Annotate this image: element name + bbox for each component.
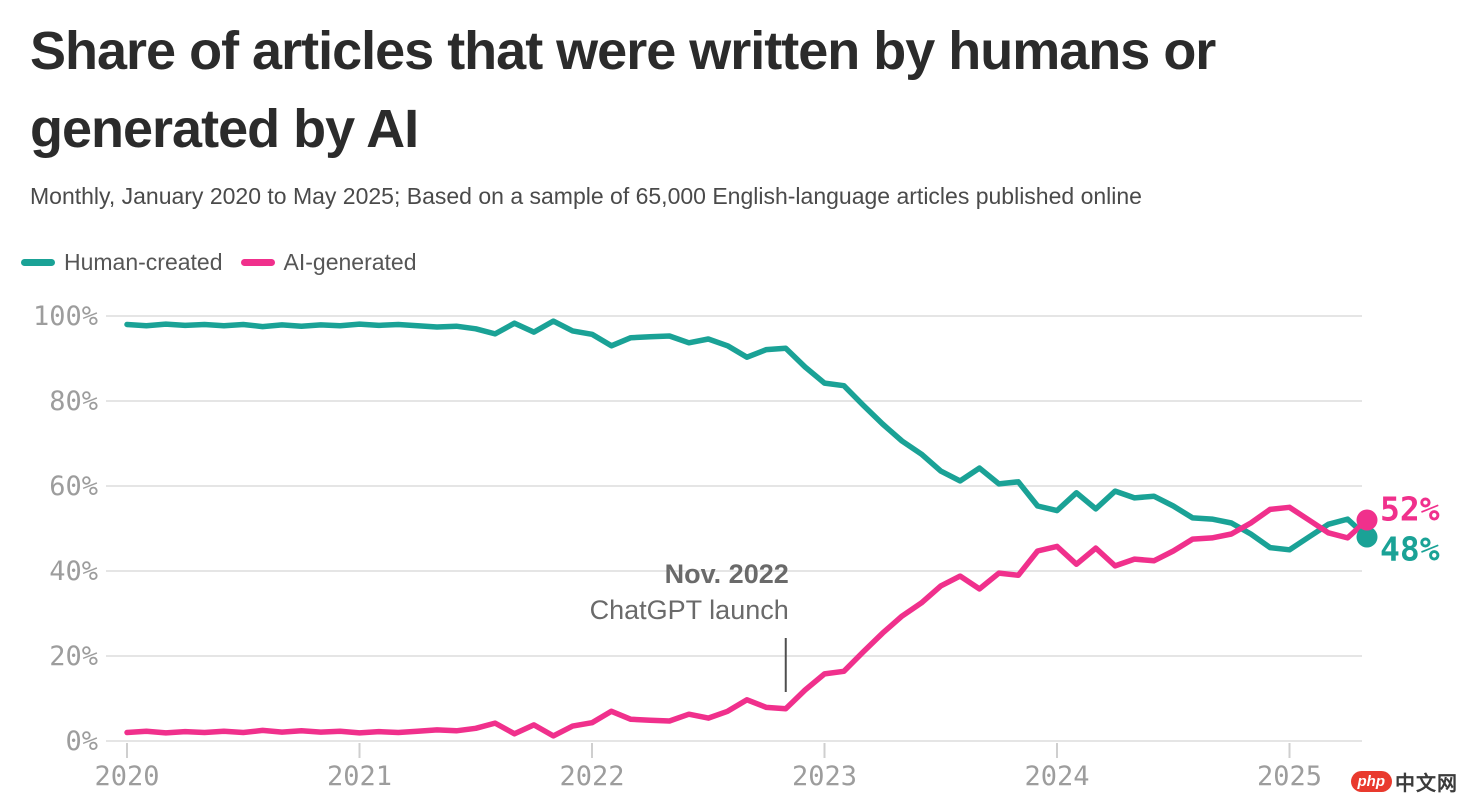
svg-text:0%: 0% (65, 726, 98, 757)
legend-label-ai: AI-generated (283, 249, 417, 275)
legend-item-ai: AI-generated (240, 249, 417, 276)
chart-title-line2: generated by AI (30, 99, 419, 159)
legend-item-human: Human-created (21, 249, 223, 276)
chart-svg: 0% 20% 40% 60% 80% 100% 2020 2021 2022 2023 2024 20… (33, 301, 1440, 792)
chart-title-line1: Share of articles that were written by h… (30, 21, 1216, 81)
svg-text:2020: 2020 (94, 761, 159, 792)
svg-text:Nov. 2022: Nov. 2022 (665, 559, 789, 589)
watermark-text: 中文网 (1395, 773, 1458, 795)
svg-text:80%: 80% (49, 386, 98, 417)
svg-text:ChatGPT launch: ChatGPT launch (590, 595, 789, 625)
svg-text:2021: 2021 (327, 761, 392, 792)
svg-text:60%: 60% (49, 471, 98, 502)
svg-text:20%: 20% (49, 641, 98, 672)
svg-text:48%: 48% (1380, 530, 1440, 569)
legend-swatch-human-icon (21, 259, 55, 266)
svg-text:100%: 100% (33, 301, 98, 332)
svg-text:2023: 2023 (792, 761, 857, 792)
chart-subtitle: Monthly, January 2020 to May 2025; Based… (30, 183, 1142, 209)
chart-title: Share of articles that were written by h… (30, 12, 1430, 168)
legend-swatch-ai-icon (240, 259, 275, 266)
legend: Human-created AI-generated (21, 249, 435, 276)
svg-text:2022: 2022 (559, 761, 624, 792)
watermark: php 中文网 (1350, 767, 1459, 796)
svg-text:40%: 40% (49, 556, 98, 587)
legend-label-human: Human-created (64, 249, 223, 275)
svg-text:2024: 2024 (1024, 761, 1089, 792)
watermark-php-badge-icon: php (1350, 771, 1392, 792)
svg-text:52%: 52% (1380, 490, 1440, 529)
chart-area: 0% 20% 40% 60% 80% 100% 2020 2021 2022 2023 2024 20… (0, 300, 1464, 804)
svg-text:2025: 2025 (1257, 761, 1322, 792)
